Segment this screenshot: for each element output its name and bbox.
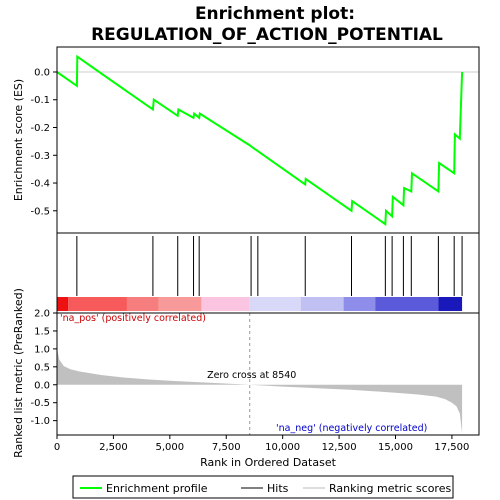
x-axis-label: Rank in Ordered Dataset	[200, 456, 337, 469]
metric-y-axis: 2.0 1.5 1.0 0.5 0.0 -0.5 -1.0	[30, 309, 57, 427]
enrichment-profile-line	[56, 54, 464, 226]
chart-title-line1: Enrichment plot:	[195, 4, 355, 24]
heatmap-band	[57, 297, 69, 311]
metric-ytick-label: -1.0	[30, 416, 50, 427]
legend-metric-label: Ranking metric scores	[329, 482, 451, 495]
xtick-label: 5,000	[156, 442, 185, 453]
es-panel: 0.0 -0.1 -0.2 -0.3 -0.4 -0.5	[30, 46, 480, 296]
es-ylabel: Enrichment score (ES)	[12, 79, 25, 201]
es-ytick-label: -0.1	[30, 95, 50, 106]
metric-panel-frame	[56, 312, 480, 436]
rank-heatmap-bar	[57, 297, 463, 311]
es-ytick-label: -0.3	[30, 151, 50, 162]
xtick-label: 15,000	[378, 442, 413, 453]
zero-cross-label: Zero cross at 8540	[207, 370, 296, 381]
metric-ytick-label: -0.5	[30, 398, 50, 409]
xtick-label: 17,500	[434, 442, 469, 453]
heatmap-band	[343, 297, 376, 311]
metric-ytick-label: 0.5	[34, 362, 50, 373]
hits-panel	[56, 232, 480, 314]
x-axis: 0 2,500 5,000 7,500 10,000 12,500 15,000 17,500	[54, 435, 469, 453]
legend: Enrichment profile Hits Ranking metric s…	[72, 475, 454, 499]
metric-panel: 2.0 1.5 1.0 0.5 0.0 -0.5 -1.0 'na_pos' (positi…	[30, 309, 480, 436]
metric-ytick-label: 1.5	[34, 326, 50, 337]
es-ytick-label: 0.0	[34, 67, 50, 78]
heatmap-band	[158, 297, 202, 311]
xtick-label: 7,500	[212, 442, 241, 453]
es-ytick-label: -0.5	[30, 206, 50, 217]
es-panel-frame	[56, 46, 480, 234]
heatmap-band	[126, 297, 159, 311]
heatmap-band	[300, 297, 344, 311]
metric-ylabel: Ranked list metric (PreRanked)	[12, 288, 25, 458]
pos-correlated-label: 'na_pos' (positively correlated)	[60, 313, 206, 324]
xtick-label: 12,500	[322, 442, 357, 453]
metric-ytick-label: 1.0	[34, 344, 50, 355]
es-ytick-label: -0.2	[30, 123, 50, 134]
metric-ytick-label: 2.0	[34, 309, 50, 320]
heatmap-band	[201, 297, 250, 311]
neg-correlated-label: 'na_neg' (negatively correlated)	[276, 423, 427, 434]
ranking-metric-area	[57, 348, 463, 434]
heatmap-band	[438, 297, 463, 311]
heatmap-band	[68, 297, 127, 311]
xtick-label: 10,000	[265, 442, 300, 453]
chart-title-line2: REGULATION_OF_ACTION_POTENTIAL	[91, 25, 443, 45]
heatmap-band	[375, 297, 439, 311]
heatmap-band	[249, 297, 301, 311]
xtick-label: 0	[54, 442, 60, 453]
es-ytick-label: -0.4	[30, 179, 50, 190]
es-y-axis: 0.0 -0.1 -0.2 -0.3 -0.4 -0.5	[30, 67, 57, 217]
legend-hits-label: Hits	[267, 482, 289, 495]
hits-track	[76, 236, 463, 296]
xtick-label: 2,500	[99, 442, 128, 453]
legend-frame	[72, 475, 454, 499]
metric-ytick-label: 0.0	[34, 380, 50, 391]
legend-profile-label: Enrichment profile	[106, 482, 208, 495]
